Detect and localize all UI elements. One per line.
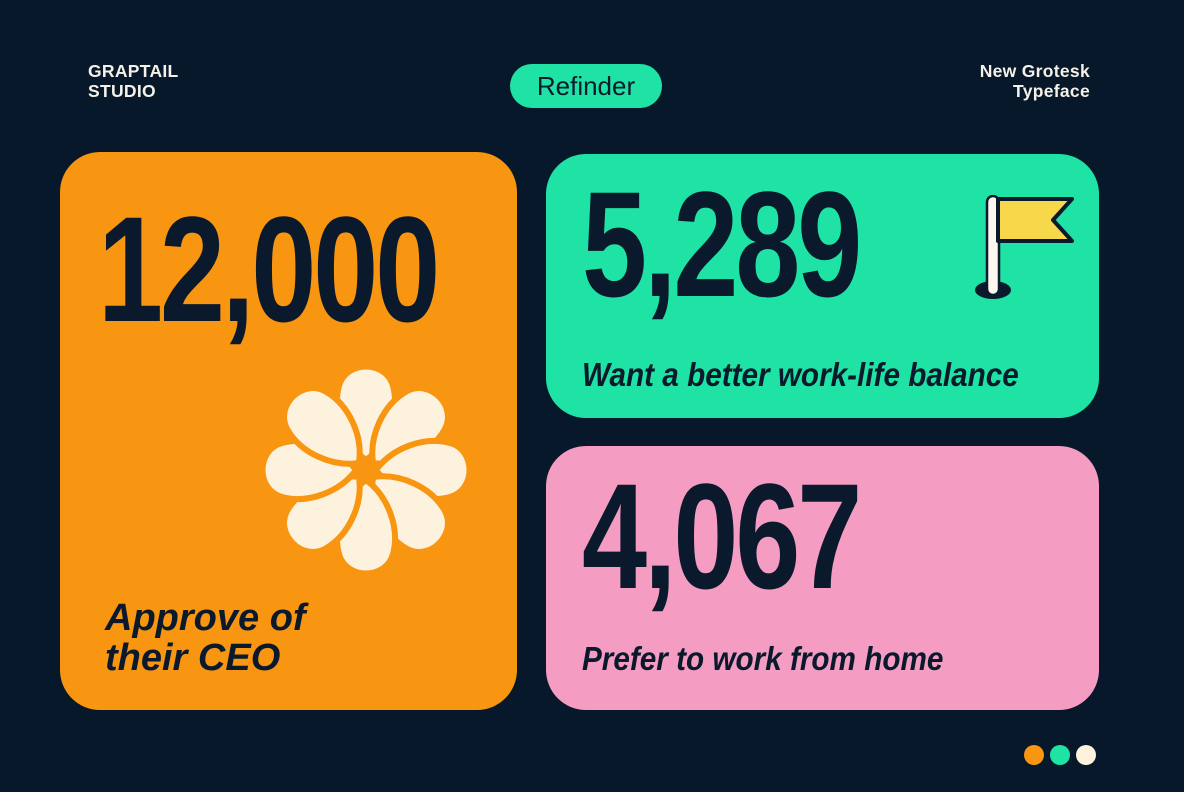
- stat-label-home: Prefer to work from home: [582, 640, 944, 677]
- typeface-title-line1: New Grotesk: [979, 61, 1090, 81]
- stat-value-balance: 5,289: [582, 160, 862, 328]
- carousel-dot-2[interactable]: [1050, 745, 1070, 765]
- stat-label-ceo-line2: their CEO: [105, 637, 281, 679]
- carousel-dot-3[interactable]: [1076, 745, 1096, 765]
- stat-card-ceo: 12,000 Approve of their CEO: [60, 152, 517, 710]
- typeface-title-line2: Typeface: [1013, 81, 1090, 101]
- stat-value-home: 4,067: [582, 452, 862, 620]
- stat-label-ceo-line1: Approve of: [105, 597, 306, 639]
- stat-value-ceo: 12,000: [98, 185, 440, 353]
- studio-logo-line2: STUDIO: [88, 81, 156, 101]
- carousel-dot-1[interactable]: [1024, 745, 1044, 765]
- stat-card-balance: 5,289 Want a better work-life balance: [546, 154, 1099, 418]
- refinder-badge: Refinder: [510, 64, 662, 108]
- studio-logo: GRAPTAIL STUDIO: [88, 61, 179, 101]
- flag-icon: [975, 195, 1074, 299]
- stat-card-home: 4,067 Prefer to work from home: [546, 446, 1099, 710]
- stat-label-ceo: Approve of their CEO: [105, 598, 306, 678]
- stat-label-balance: Want a better work-life balance: [582, 356, 1019, 393]
- typeface-title: New Grotesk Typeface: [980, 61, 1090, 101]
- flower-icon: [259, 363, 473, 577]
- studio-logo-line1: GRAPTAIL: [88, 61, 179, 81]
